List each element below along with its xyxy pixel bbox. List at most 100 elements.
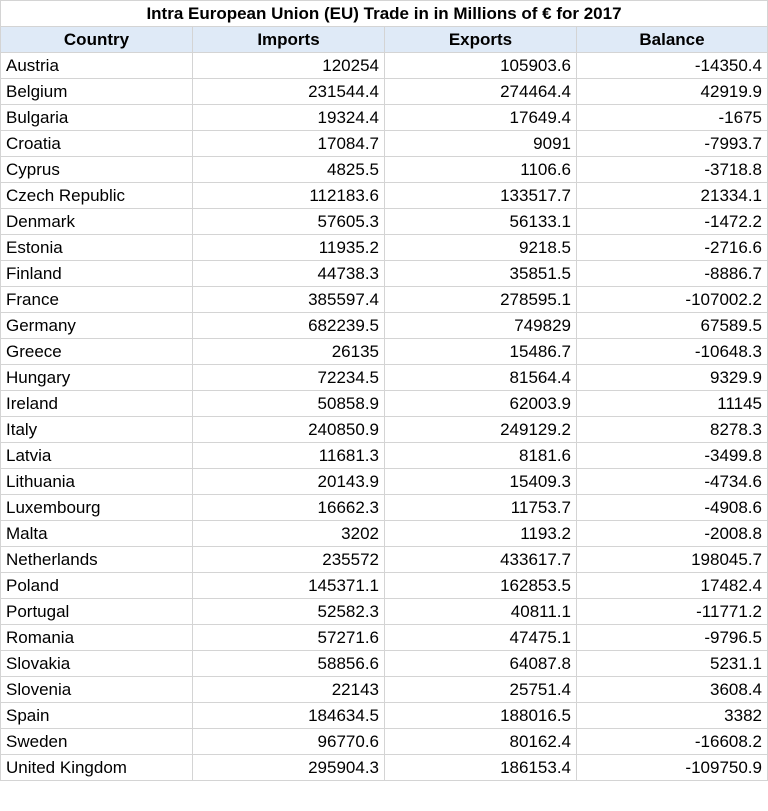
- imports-cell: 57271.6: [192, 624, 385, 651]
- country-cell: Finland: [0, 260, 193, 287]
- title-row: Intra European Union (EU) Trade in in Mi…: [0, 0, 768, 27]
- exports-cell: 11753.7: [384, 494, 577, 521]
- exports-cell: 1193.2: [384, 520, 577, 547]
- imports-cell: 231544.4: [192, 78, 385, 105]
- imports-cell: 96770.6: [192, 728, 385, 755]
- country-cell: Luxembourg: [0, 494, 193, 521]
- table-row: Germany 682239.5 749829 67589.5: [0, 312, 768, 339]
- balance-cell: 9329.9: [576, 364, 768, 391]
- exports-cell: 25751.4: [384, 676, 577, 703]
- exports-cell: 1106.6: [384, 156, 577, 183]
- exports-cell: 249129.2: [384, 416, 577, 443]
- balance-cell: -16608.2: [576, 728, 768, 755]
- country-cell: Sweden: [0, 728, 193, 755]
- country-cell: Cyprus: [0, 156, 193, 183]
- table-title: Intra European Union (EU) Trade in in Mi…: [0, 0, 768, 27]
- exports-cell: 62003.9: [384, 390, 577, 417]
- table-row: Czech Republic 112183.6 133517.7 21334.1: [0, 182, 768, 209]
- country-cell: Portugal: [0, 598, 193, 625]
- trade-table: Intra European Union (EU) Trade in in Mi…: [0, 0, 768, 781]
- balance-cell: -8886.7: [576, 260, 768, 287]
- exports-cell: 274464.4: [384, 78, 577, 105]
- country-cell: Ireland: [0, 390, 193, 417]
- imports-cell: 235572: [192, 546, 385, 573]
- country-cell: Estonia: [0, 234, 193, 261]
- exports-cell: 56133.1: [384, 208, 577, 235]
- table-row: Denmark 57605.3 56133.1 -1472.2: [0, 208, 768, 235]
- table-row: Cyprus 4825.5 1106.6 -3718.8: [0, 156, 768, 183]
- imports-cell: 682239.5: [192, 312, 385, 339]
- header-row: Country Imports Exports Balance: [0, 26, 768, 53]
- balance-cell: 198045.7: [576, 546, 768, 573]
- exports-cell: 749829: [384, 312, 577, 339]
- exports-cell: 9218.5: [384, 234, 577, 261]
- country-cell: Germany: [0, 312, 193, 339]
- balance-cell: -7993.7: [576, 130, 768, 157]
- country-cell: Bulgaria: [0, 104, 193, 131]
- imports-cell: 72234.5: [192, 364, 385, 391]
- imports-cell: 4825.5: [192, 156, 385, 183]
- exports-cell: 40811.1: [384, 598, 577, 625]
- table-row: Bulgaria 19324.4 17649.4 -1675: [0, 104, 768, 131]
- table-row: Belgium 231544.4 274464.4 42919.9: [0, 78, 768, 105]
- country-cell: Poland: [0, 572, 193, 599]
- imports-cell: 3202: [192, 520, 385, 547]
- country-cell: Slovakia: [0, 650, 193, 677]
- table-row: France 385597.4 278595.1 -107002.2: [0, 286, 768, 313]
- exports-cell: 9091: [384, 130, 577, 157]
- imports-cell: 20143.9: [192, 468, 385, 495]
- country-cell: Croatia: [0, 130, 193, 157]
- balance-cell: -10648.3: [576, 338, 768, 365]
- column-header-balance: Balance: [576, 26, 768, 53]
- balance-cell: -107002.2: [576, 286, 768, 313]
- country-cell: Netherlands: [0, 546, 193, 573]
- exports-cell: 80162.4: [384, 728, 577, 755]
- exports-cell: 105903.6: [384, 52, 577, 79]
- balance-cell: 5231.1: [576, 650, 768, 677]
- imports-cell: 11681.3: [192, 442, 385, 469]
- imports-cell: 52582.3: [192, 598, 385, 625]
- country-cell: Austria: [0, 52, 193, 79]
- table-row: Estonia 11935.2 9218.5 -2716.6: [0, 234, 768, 261]
- table-row: Ireland 50858.9 62003.9 11145: [0, 390, 768, 417]
- table-row: Portugal 52582.3 40811.1 -11771.2: [0, 598, 768, 625]
- table-row: Poland 145371.1 162853.5 17482.4: [0, 572, 768, 599]
- exports-cell: 186153.4: [384, 754, 577, 781]
- country-cell: United Kingdom: [0, 754, 193, 781]
- imports-cell: 19324.4: [192, 104, 385, 131]
- balance-cell: -1675: [576, 104, 768, 131]
- imports-cell: 184634.5: [192, 702, 385, 729]
- table-row: Luxembourg 16662.3 11753.7 -4908.6: [0, 494, 768, 521]
- exports-cell: 35851.5: [384, 260, 577, 287]
- column-header-country: Country: [0, 26, 193, 53]
- exports-cell: 162853.5: [384, 572, 577, 599]
- column-header-imports: Imports: [192, 26, 385, 53]
- imports-cell: 240850.9: [192, 416, 385, 443]
- country-cell: Hungary: [0, 364, 193, 391]
- table-row: Greece 26135 15486.7 -10648.3: [0, 338, 768, 365]
- country-cell: Greece: [0, 338, 193, 365]
- balance-cell: -1472.2: [576, 208, 768, 235]
- imports-cell: 120254: [192, 52, 385, 79]
- exports-cell: 133517.7: [384, 182, 577, 209]
- country-cell: Denmark: [0, 208, 193, 235]
- imports-cell: 145371.1: [192, 572, 385, 599]
- country-cell: Spain: [0, 702, 193, 729]
- table-row: Malta 3202 1193.2 -2008.8: [0, 520, 768, 547]
- balance-cell: -9796.5: [576, 624, 768, 651]
- country-cell: Lithuania: [0, 468, 193, 495]
- exports-cell: 64087.8: [384, 650, 577, 677]
- balance-cell: 3608.4: [576, 676, 768, 703]
- table-row: Italy 240850.9 249129.2 8278.3: [0, 416, 768, 443]
- imports-cell: 11935.2: [192, 234, 385, 261]
- balance-cell: 17482.4: [576, 572, 768, 599]
- column-header-exports: Exports: [384, 26, 577, 53]
- balance-cell: 67589.5: [576, 312, 768, 339]
- table-body: Austria 120254 105903.6 -14350.4 Belgium 2315…: [0, 52, 768, 781]
- table-row: Slovenia 22143 25751.4 3608.4: [0, 676, 768, 703]
- balance-cell: -4908.6: [576, 494, 768, 521]
- exports-cell: 15409.3: [384, 468, 577, 495]
- balance-cell: 3382: [576, 702, 768, 729]
- balance-cell: -14350.4: [576, 52, 768, 79]
- balance-cell: 8278.3: [576, 416, 768, 443]
